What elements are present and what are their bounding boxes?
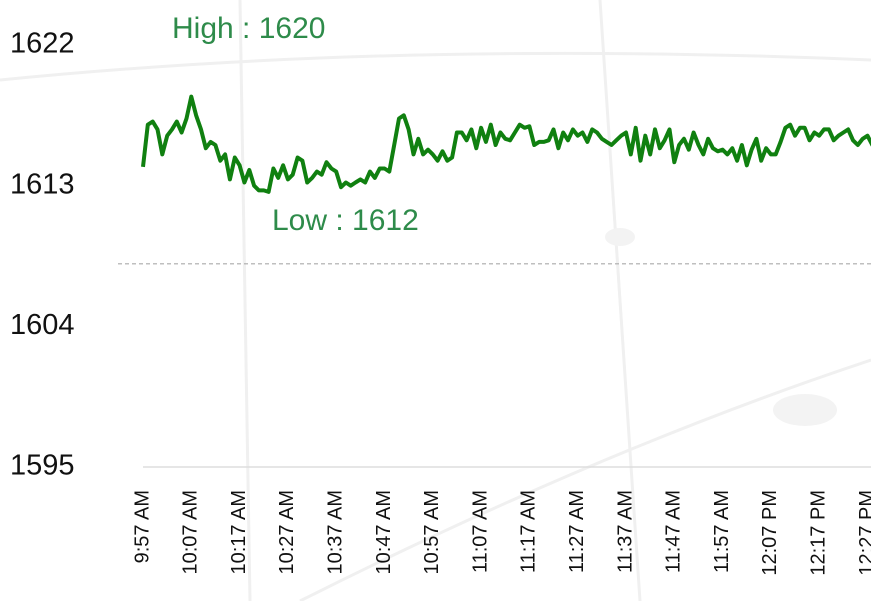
x-tick-label: 9:57 AM [131,490,153,563]
x-tick-label: 11:47 AM [663,490,685,573]
x-tick-label: 11:57 AM [711,490,733,573]
x-tick-label: 12:17 PM [807,490,829,576]
x-tick-label: 10:27 AM [276,490,298,575]
y-tick-label: 1595 [10,450,75,482]
x-tick-label: 10:47 AM [373,490,395,575]
x-tick-label: 11:07 AM [469,490,491,573]
y-tick-label: 1604 [10,309,75,341]
x-tick-label: 11:17 AM [518,490,540,573]
price-line [141,94,871,194]
x-tick-label: 10:07 AM [180,490,202,575]
x-tick-label: 12:27 PM [856,490,871,576]
x-tick-label: 11:27 AM [566,490,588,573]
x-tick-label: 10:57 AM [421,490,443,575]
x-tick-label: 10:17 AM [228,490,250,575]
x-tick-label: 12:07 PM [759,490,781,576]
y-tick-label: 1622 [10,28,75,60]
low-annotation: Low : 1612 [272,204,419,237]
y-tick-label: 1613 [10,168,75,200]
x-tick-label: 11:37 AM [614,490,636,573]
high-annotation: High : 1620 [172,12,325,45]
x-tick-label: 10:37 AM [324,490,346,575]
